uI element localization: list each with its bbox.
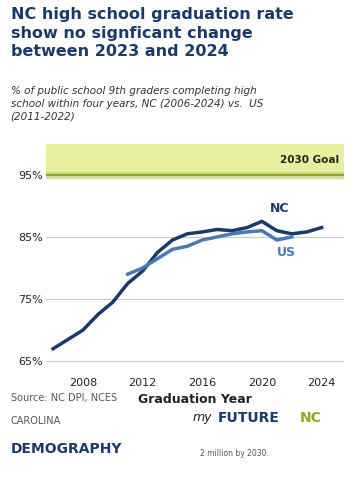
Text: my: my [193, 411, 213, 423]
Text: US: US [277, 246, 296, 259]
Bar [46, 171, 344, 178]
Text: DEMOGRAPHY: DEMOGRAPHY [11, 442, 122, 456]
Text: NC high school graduation rate
show no signficant change
between 2023 and 2024: NC high school graduation rate show no s… [11, 7, 293, 59]
X-axis label: Graduation Year: Graduation Year [138, 393, 252, 406]
Text: Source: NC DPI, NCES: Source: NC DPI, NCES [11, 393, 117, 402]
Text: CAROLINA: CAROLINA [11, 416, 61, 426]
Text: NC: NC [270, 202, 289, 215]
Text: 2 million by 2030.: 2 million by 2030. [200, 449, 269, 458]
Bar [46, 144, 344, 175]
Text: NC: NC [300, 411, 322, 424]
Text: FUTURE: FUTURE [218, 411, 279, 424]
Text: 2030 Goal: 2030 Goal [280, 156, 339, 165]
Text: % of public school 9th graders completing high
school within four years, NC (200: % of public school 9th graders completin… [11, 86, 263, 121]
